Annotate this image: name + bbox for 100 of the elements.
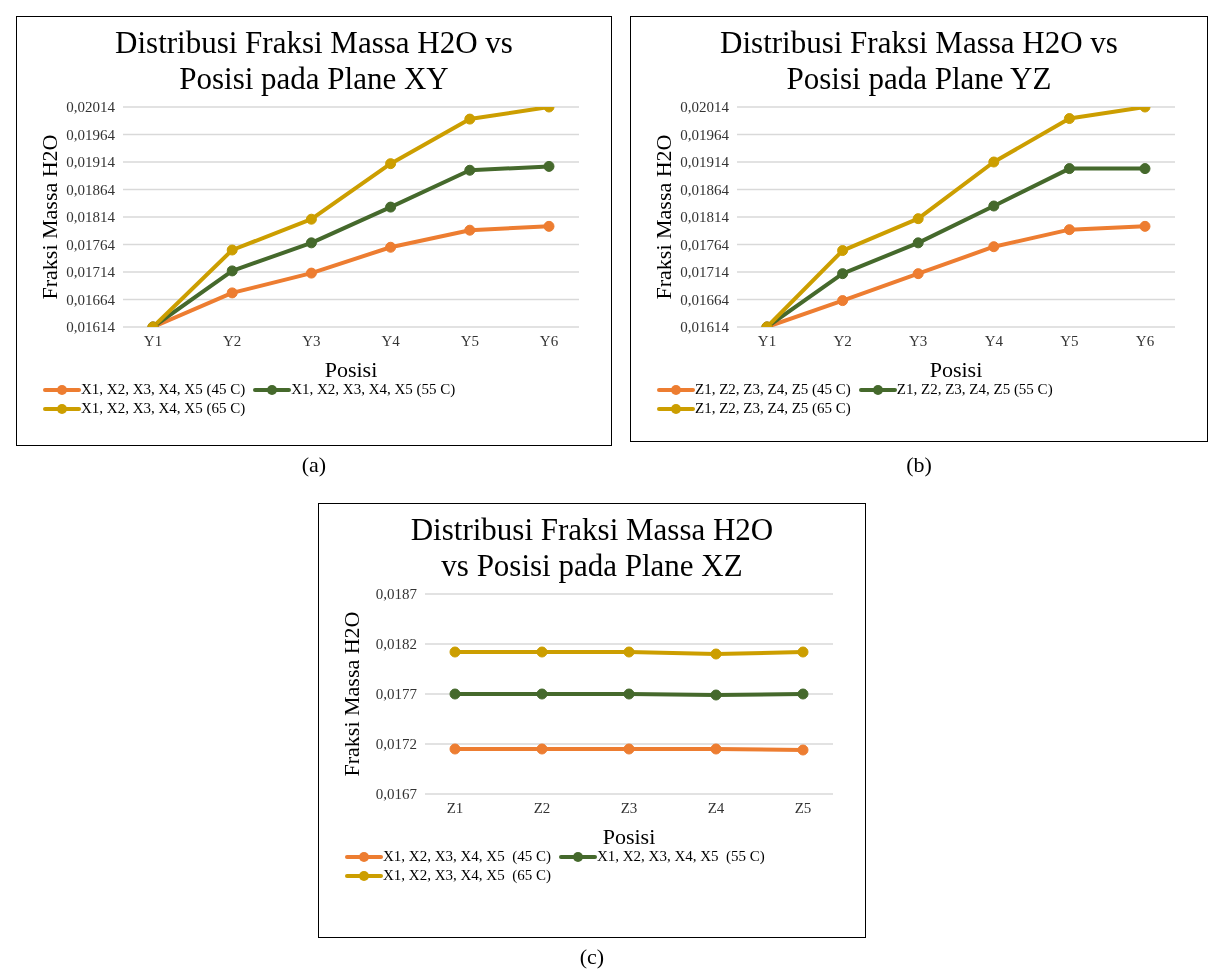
x-tick-label: Y4 <box>984 332 1004 349</box>
text: (a) <box>300 452 328 478</box>
y-tick-label: 0,01664 <box>66 291 116 308</box>
y-tick-label: 0,01614 <box>680 319 730 336</box>
point <box>305 267 317 279</box>
y-tick-label: 0,01914 <box>66 154 116 171</box>
point <box>837 268 849 280</box>
point <box>449 743 461 755</box>
legend-label: Z1, Z2, Z3, Z4, Z5 (65 C) <box>695 400 851 417</box>
y-tick-label: 0,01614 <box>66 319 116 336</box>
x-tick-label: Z3 <box>620 799 638 816</box>
y-tick-label: 0,0182 <box>375 636 417 653</box>
y-tick-label: 0,0177 <box>375 686 418 703</box>
point <box>1063 163 1075 175</box>
legend-label: X1, X2, X3, X4, X5 (65 C) <box>81 400 246 417</box>
x-tick-label: Z1 <box>446 799 464 816</box>
legend-label: X1, X2, X3, X4, X5 (55 C) <box>596 848 765 865</box>
legend-label: Z1, Z2, Z3, Z4, Z5 (45 C) <box>695 381 851 398</box>
point <box>385 158 397 170</box>
y-tick-label: 0,01764 <box>680 236 730 253</box>
x-tick-label: Z4 <box>707 799 725 816</box>
chart-title: Distribusi Fraksi Massa H2O vs Posisi pada Plane XY <box>114 25 514 97</box>
point <box>226 287 238 299</box>
point <box>623 688 635 700</box>
y-axis-title: Fraksi Massa H2O <box>338 611 364 777</box>
point <box>1139 220 1151 232</box>
legend-label: X1, X2, X3, X4, X5 (45 C) <box>383 848 551 865</box>
point <box>464 164 476 176</box>
point <box>464 224 476 236</box>
x-tick-label: Y6 <box>1135 332 1155 349</box>
point <box>536 688 548 700</box>
point <box>912 268 924 280</box>
y-tick-label: 0,01714 <box>66 264 116 281</box>
x-tick-label: Y4 <box>381 332 401 349</box>
point <box>226 265 238 277</box>
point <box>226 244 238 256</box>
point <box>1063 224 1075 236</box>
x-tick-label: Y1 <box>757 332 777 349</box>
point <box>912 237 924 249</box>
y-tick-label: 0,01964 <box>680 126 730 143</box>
y-tick-label: 0,01914 <box>680 154 730 171</box>
x-tick-label: Y1 <box>143 332 163 349</box>
legend-label: X1, X2, X3, X4, X5 (65 C) <box>383 867 551 884</box>
y-tick-label: 0,01964 <box>66 126 116 143</box>
point <box>710 689 722 701</box>
y-tick-label: 0,01864 <box>680 181 730 198</box>
point <box>988 241 1000 253</box>
x-axis-title: Posisi <box>929 357 983 382</box>
point <box>543 160 555 172</box>
x-tick-label: Z5 <box>794 799 812 816</box>
text: (c) <box>578 944 606 969</box>
point <box>797 646 809 658</box>
x-tick-label: Y6 <box>539 332 559 349</box>
x-axis-title: Posisi <box>324 357 378 382</box>
legend-label: Z1, Z2, Z3, Z4, Z5 (55 C) <box>896 381 1053 398</box>
point <box>1063 113 1075 125</box>
point <box>464 113 476 125</box>
y-tick-label: 0,02014 <box>680 99 730 116</box>
point <box>988 156 1000 168</box>
y-tick-label: 0,01664 <box>680 291 730 308</box>
y-tick-label: 0,01714 <box>680 264 730 281</box>
y-tick-label: 0,01814 <box>66 209 116 226</box>
point <box>385 241 397 253</box>
point <box>543 220 555 232</box>
point <box>797 744 809 756</box>
point <box>912 213 924 225</box>
point <box>710 743 722 755</box>
y-tick-label: 0,01864 <box>66 181 116 198</box>
point <box>623 646 635 658</box>
x-tick-label: Y5 <box>460 332 479 349</box>
point <box>797 688 809 700</box>
point <box>449 646 461 658</box>
point <box>837 295 849 307</box>
x-tick-label: Y5 <box>1060 332 1079 349</box>
point <box>305 237 317 249</box>
y-tick-label: 0,0167 <box>375 786 418 803</box>
y-tick-label: 0,01764 <box>66 236 116 253</box>
point <box>837 245 849 257</box>
point <box>988 200 1000 212</box>
x-tick-label: Y2 <box>223 332 242 349</box>
x-tick-label: Z2 <box>533 799 551 816</box>
point <box>449 688 461 700</box>
text: (b) <box>905 452 933 478</box>
legend-label: X1, X2, X3, X4, X5 (55 C) <box>291 381 456 398</box>
point <box>536 646 548 658</box>
point <box>385 201 397 213</box>
y-tick-label: 0,0187 <box>375 586 418 603</box>
x-tick-label: Y2 <box>833 332 852 349</box>
point <box>305 213 317 225</box>
point <box>536 743 548 755</box>
point <box>710 648 722 660</box>
y-axis-title: Fraksi Massa H2O <box>650 134 676 300</box>
y-tick-label: 0,02014 <box>66 99 116 116</box>
chart-title: Distribusi Fraksi Massa H2O vs Posisi pada Plane XZ <box>409 512 775 584</box>
legend-label: X1, X2, X3, X4, X5 (45 C) <box>81 381 246 398</box>
point <box>623 743 635 755</box>
point <box>1139 163 1151 175</box>
y-tick-label: 0,0172 <box>375 736 417 753</box>
chart-title: Distribusi Fraksi Massa H2O vs Posisi pada Plane YZ <box>719 25 1119 97</box>
x-axis-title: Posisi <box>602 824 656 849</box>
